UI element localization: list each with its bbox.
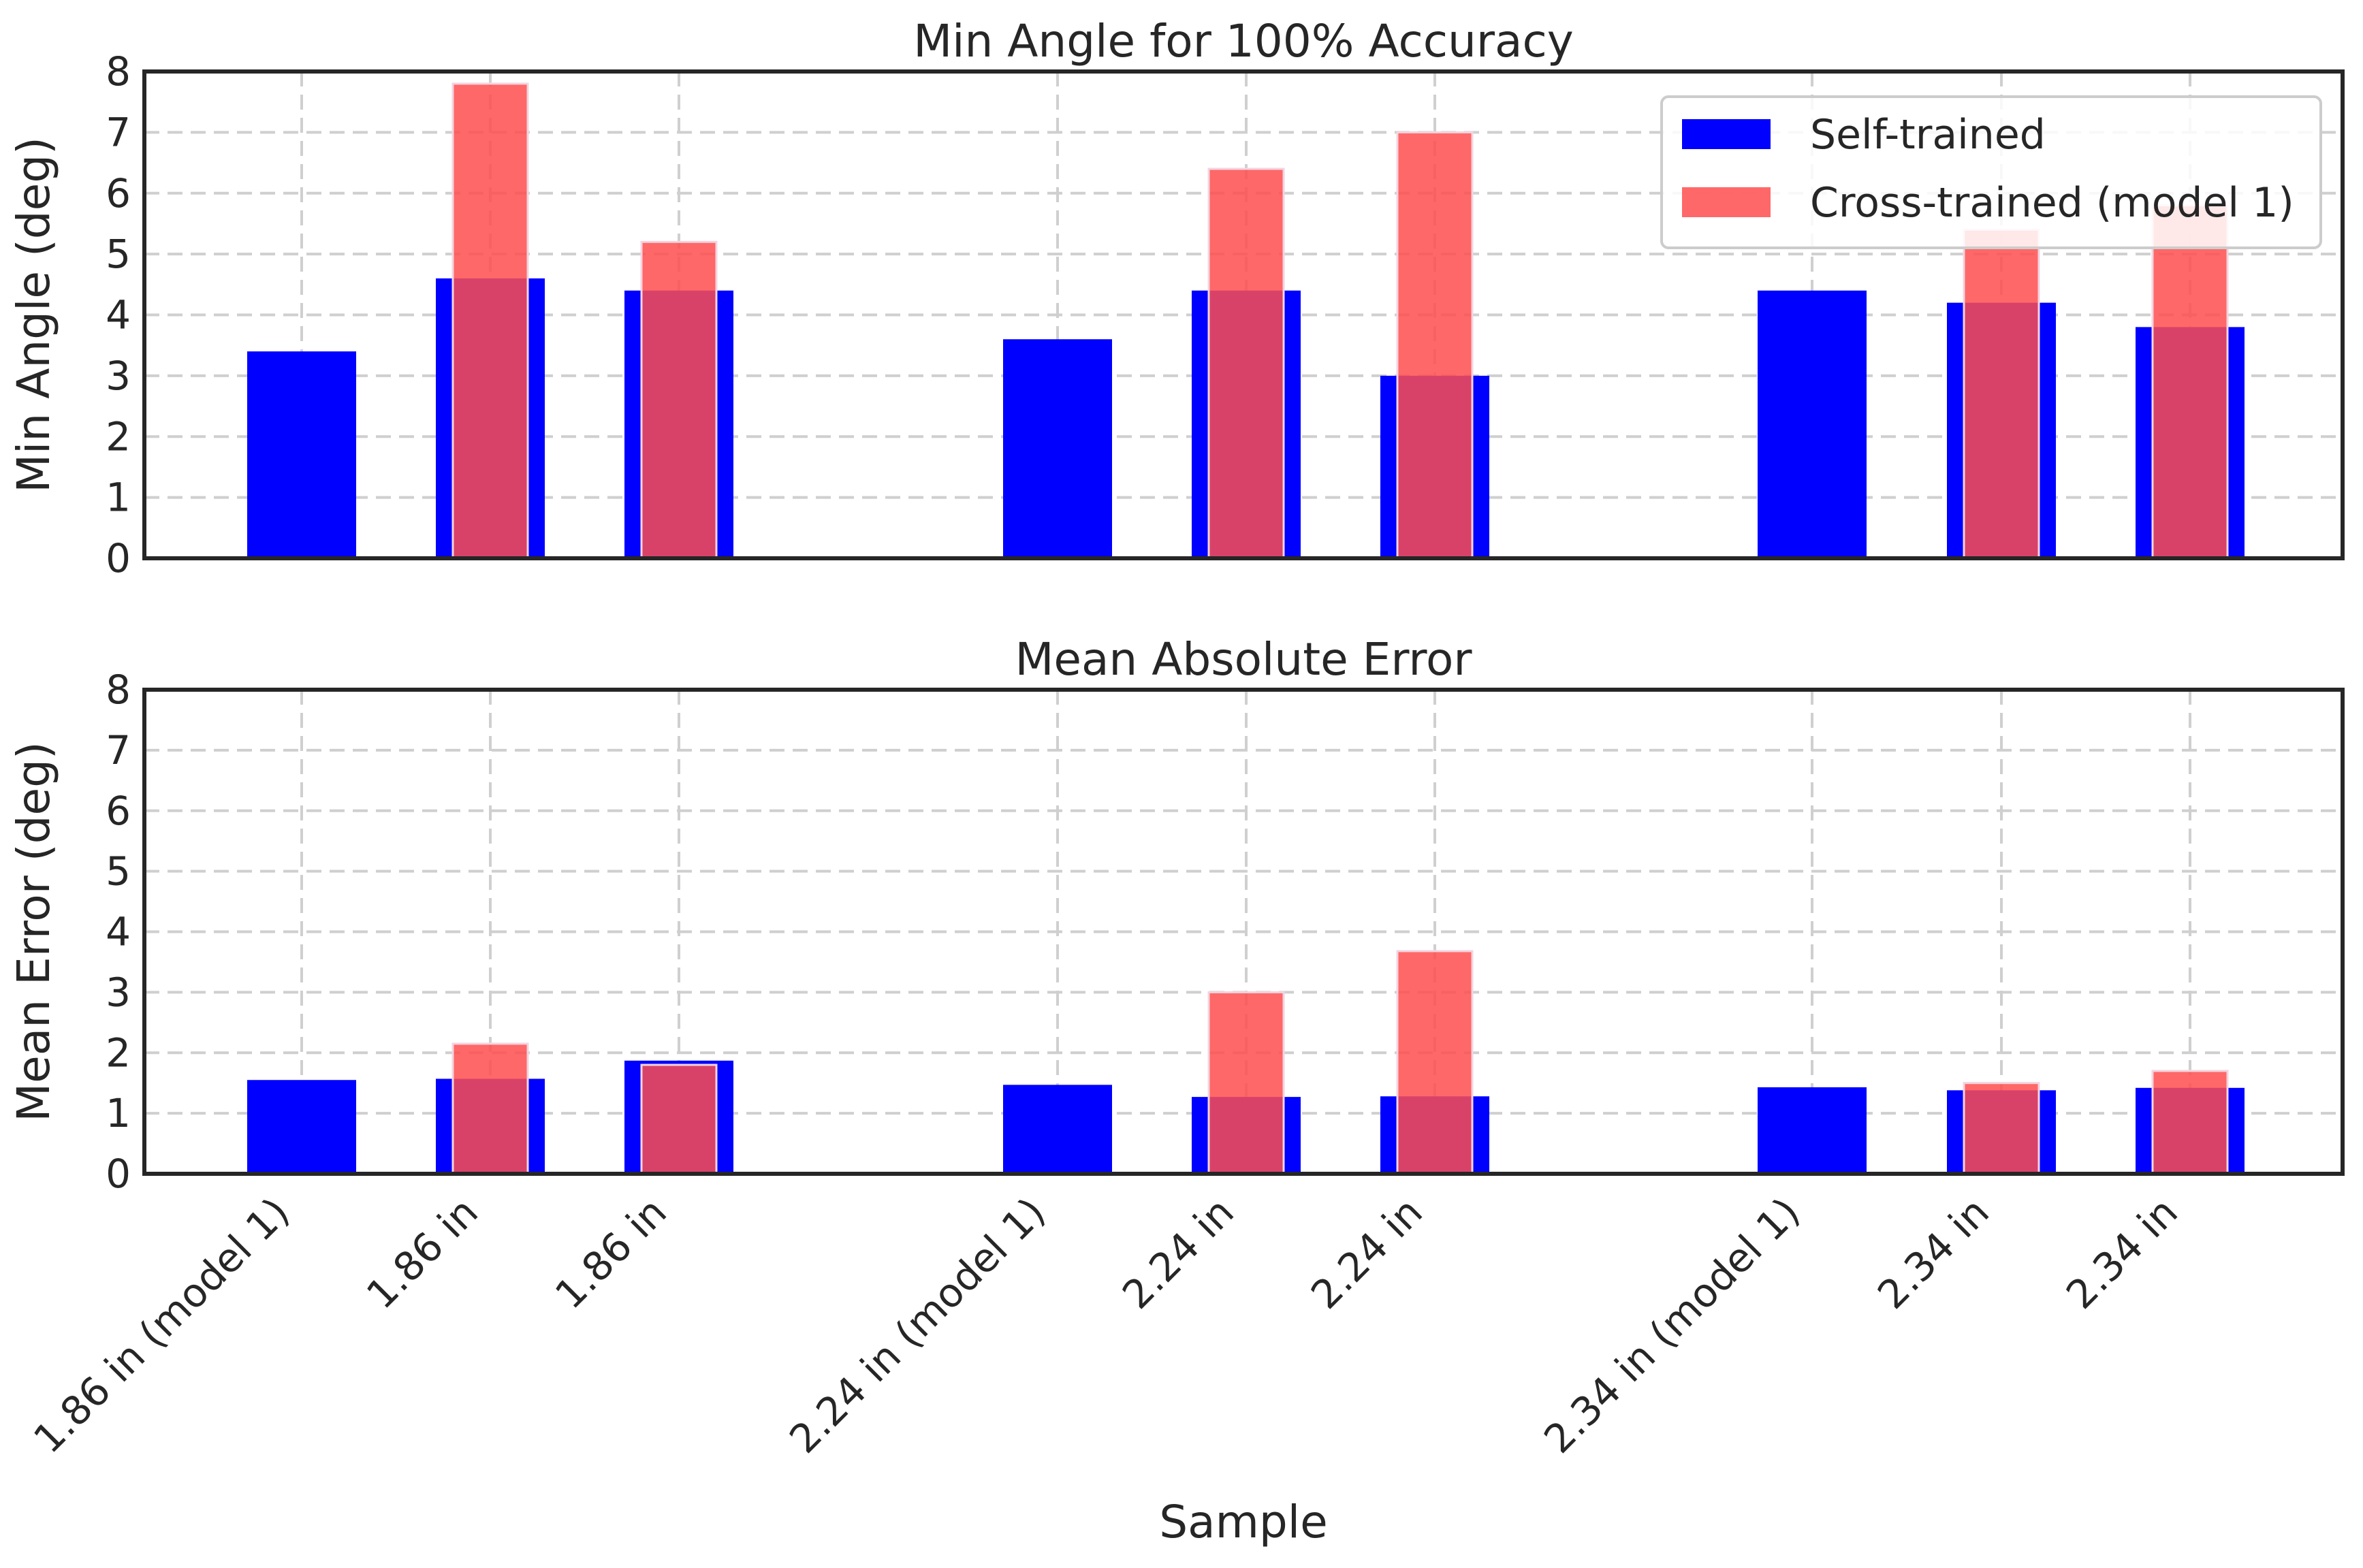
chart-title: Min Angle for 100% Accuracy bbox=[913, 15, 1574, 67]
y-tick-label: 5 bbox=[106, 848, 131, 895]
bar-self-trained bbox=[1758, 290, 1867, 558]
min-angle-chart: 0 1 2 3 4 5 6 7 8 Min Angle for 100% Accuracy Mi… bbox=[7, 15, 2345, 581]
bar-cross-trained bbox=[1207, 167, 1285, 560]
legend-swatch-self-trained bbox=[1682, 119, 1771, 149]
legend-frame bbox=[1660, 95, 2322, 249]
bar-cross-trained bbox=[2151, 204, 2229, 560]
y-tick-label: 3 bbox=[106, 353, 131, 399]
y-tick-label: 3 bbox=[106, 969, 131, 1015]
y-tick-label: 2 bbox=[106, 413, 131, 460]
y-axis-label: Min Angle (deg) bbox=[7, 137, 60, 493]
y-tick-label: 0 bbox=[106, 1151, 131, 1197]
bar-cross-trained bbox=[451, 82, 529, 560]
bar-cross-trained bbox=[1963, 1082, 2040, 1175]
bar-self-trained bbox=[247, 351, 356, 558]
y-tick-label: 7 bbox=[106, 727, 131, 773]
y-tick-label: 4 bbox=[106, 292, 131, 338]
y-tick-label: 4 bbox=[106, 909, 131, 955]
y-tick-label: 7 bbox=[106, 109, 131, 155]
bar-self-trained bbox=[1003, 1085, 1112, 1174]
bar-cross-trained bbox=[640, 240, 718, 560]
bar-self-trained bbox=[1003, 339, 1112, 558]
bar-self-trained bbox=[1758, 1087, 1867, 1174]
y-tick-label: 6 bbox=[106, 788, 131, 834]
bar-cross-trained bbox=[1963, 228, 2040, 560]
bar-cross-trained bbox=[1396, 950, 1474, 1175]
y-tick-label: 5 bbox=[106, 231, 131, 277]
bar-cross-trained bbox=[451, 1042, 529, 1175]
y-tick-label: 8 bbox=[106, 48, 131, 95]
legend-swatch-cross-trained bbox=[1682, 187, 1771, 217]
y-tick-label: 2 bbox=[106, 1029, 131, 1076]
x-axis-label: Sample bbox=[1159, 1496, 1327, 1548]
y-tick-label: 1 bbox=[106, 1090, 131, 1136]
bar-cross-trained bbox=[1207, 991, 1285, 1175]
bar-self-trained bbox=[247, 1080, 356, 1174]
plot-frame bbox=[142, 688, 2345, 1176]
bar-cross-trained bbox=[1396, 131, 1474, 560]
y-axis-label: Mean Error (deg) bbox=[7, 741, 60, 1122]
chart-title: Mean Absolute Error bbox=[1015, 633, 1472, 686]
legend-label-self-trained: Self-trained bbox=[1810, 111, 2046, 159]
plot-frame bbox=[142, 69, 2345, 560]
bar-cross-trained bbox=[640, 1063, 718, 1175]
bar-cross-trained bbox=[2151, 1070, 2229, 1175]
legend: Self-trained Cross-trained (model 1) bbox=[1660, 95, 2322, 249]
y-tick-label: 6 bbox=[106, 170, 131, 217]
y-tick-label: 0 bbox=[106, 535, 131, 581]
y-tick-label: 8 bbox=[106, 667, 131, 713]
y-tick-label: 1 bbox=[106, 475, 131, 521]
legend-label-cross-trained: Cross-trained (model 1) bbox=[1810, 179, 2294, 227]
